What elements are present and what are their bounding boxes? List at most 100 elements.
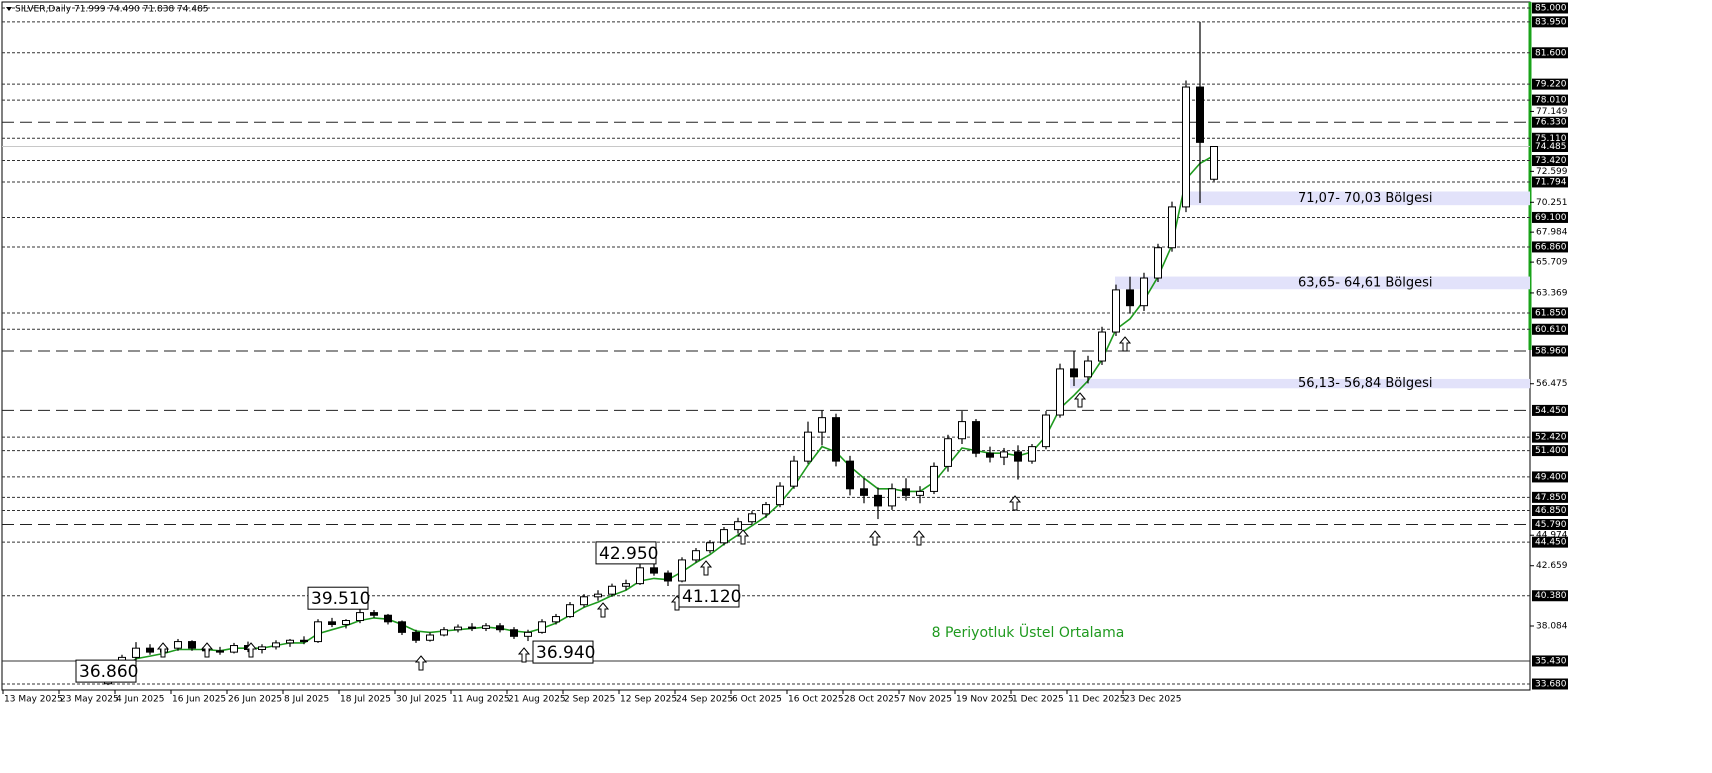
candle-body bbox=[496, 625, 504, 631]
candle-body bbox=[748, 513, 756, 523]
candle-body bbox=[1210, 146, 1218, 180]
candle-body bbox=[958, 421, 966, 440]
zones bbox=[1070, 191, 1530, 389]
candle-body bbox=[1154, 247, 1162, 279]
candle-body bbox=[132, 647, 140, 658]
candle-body bbox=[1014, 451, 1022, 462]
candle-body bbox=[1196, 86, 1204, 143]
level-label-box bbox=[1532, 345, 1568, 357]
candle-body bbox=[874, 494, 882, 507]
annotation-box bbox=[595, 541, 657, 565]
candle-body bbox=[818, 417, 826, 433]
level-label-box bbox=[1532, 655, 1568, 667]
candle-body bbox=[1168, 206, 1176, 249]
candle-body bbox=[762, 504, 770, 515]
candle-body bbox=[1112, 289, 1120, 333]
candle-body bbox=[384, 614, 392, 623]
zone bbox=[1115, 276, 1530, 290]
level-label: 35.430 bbox=[1535, 656, 1567, 666]
candle-body bbox=[580, 596, 588, 606]
y-tick-label: 42.659 bbox=[1536, 561, 1568, 571]
candle-body bbox=[1126, 289, 1134, 307]
candle-body bbox=[510, 629, 518, 637]
candle-body bbox=[1182, 86, 1190, 208]
level-label: 60.610 bbox=[1535, 325, 1567, 335]
level-label-box bbox=[1532, 445, 1568, 457]
level-label-box bbox=[1532, 678, 1568, 690]
zone-label: 56,13- 56,84 Bölgesi bbox=[1298, 376, 1433, 391]
x-tick-label: 30 Jul 2025 bbox=[396, 695, 447, 705]
candle-body bbox=[1056, 368, 1064, 416]
level-label: 74.485 bbox=[1535, 142, 1567, 152]
candle-body bbox=[1028, 446, 1036, 462]
x-tick-label: 21 Aug 2025 bbox=[508, 695, 566, 705]
zone bbox=[1070, 378, 1530, 389]
level-label: 54.450 bbox=[1535, 406, 1567, 416]
candle-body bbox=[482, 625, 490, 629]
level-label-box bbox=[1532, 491, 1568, 503]
candle-body bbox=[1098, 331, 1106, 362]
candle-body bbox=[944, 438, 952, 467]
level-label-box bbox=[1532, 471, 1568, 483]
candle-body bbox=[272, 642, 280, 648]
x-tick-label: 26 Jun 2025 bbox=[228, 695, 282, 705]
level-label: 49.400 bbox=[1535, 472, 1567, 482]
level-label: 66.860 bbox=[1535, 242, 1567, 252]
candle-body bbox=[1084, 360, 1092, 378]
candle-body bbox=[398, 621, 406, 633]
level-label-box bbox=[1532, 141, 1568, 153]
annotation-box bbox=[307, 586, 369, 610]
candle-body bbox=[412, 631, 420, 641]
level-label: 69.100 bbox=[1535, 213, 1567, 223]
candle-body bbox=[300, 639, 308, 643]
candle-body bbox=[258, 646, 266, 650]
level-label: 75.110 bbox=[1535, 134, 1567, 144]
x-tick-label: 28 Oct 2025 bbox=[844, 695, 900, 705]
x-tick-label: 6 Oct 2025 bbox=[732, 695, 782, 705]
ema-label: 8 Periyotluk Üstel Ortalama bbox=[932, 623, 1125, 641]
y-tick-label: 38.084 bbox=[1536, 621, 1568, 631]
candle-body bbox=[916, 490, 924, 496]
annotation-box bbox=[75, 659, 137, 683]
candle-body bbox=[356, 612, 364, 622]
level-label-box bbox=[1532, 94, 1568, 106]
level-label: 78.010 bbox=[1535, 96, 1567, 106]
x-tick-label: 11 Dec 2025 bbox=[1068, 695, 1126, 705]
level-label-box bbox=[1532, 176, 1568, 188]
y-tick-label: 72.599 bbox=[1536, 167, 1568, 177]
candle-body bbox=[692, 550, 700, 561]
level-label: 81.600 bbox=[1535, 48, 1567, 58]
x-tick-label: 23 Dec 2025 bbox=[1124, 695, 1182, 705]
candle-body bbox=[972, 421, 980, 454]
level-label: 61.850 bbox=[1535, 308, 1567, 318]
candles bbox=[104, 21, 1218, 686]
x-tick-label: 11 Aug 2025 bbox=[452, 695, 510, 705]
x-tick-label: 18 Jul 2025 bbox=[340, 695, 391, 705]
level-label: 79.220 bbox=[1535, 80, 1567, 90]
candle-body bbox=[1042, 414, 1050, 448]
level-label: 44.450 bbox=[1535, 538, 1567, 548]
y-tick-label: 77.149 bbox=[1536, 107, 1568, 117]
y-tick-label: 67.984 bbox=[1536, 228, 1568, 238]
level-label-box bbox=[1532, 116, 1568, 128]
x-tick-label: 16 Jun 2025 bbox=[172, 695, 226, 705]
x-tick-label: 2 Sep 2025 bbox=[564, 695, 615, 705]
level-label-box bbox=[1532, 132, 1568, 144]
candle-body bbox=[454, 626, 462, 631]
candle-body bbox=[328, 621, 336, 625]
level-label-box bbox=[1532, 2, 1568, 14]
candle-body bbox=[188, 641, 196, 649]
candle-body bbox=[314, 621, 322, 643]
zone-label: 63,65- 64,61 Bölgesi bbox=[1298, 275, 1433, 290]
y-tick-label: 65.709 bbox=[1536, 258, 1568, 268]
level-label-box bbox=[1532, 590, 1568, 602]
x-tick-label: 4 Jun 2025 bbox=[116, 695, 164, 705]
x-tick-label: 23 May 2025 bbox=[60, 695, 119, 705]
x-tick-label: 19 Nov 2025 bbox=[956, 695, 1014, 705]
candle-body bbox=[230, 645, 238, 653]
chart-title: SILVER,Daily 71.999 74.490 71.838 74.485 bbox=[15, 5, 209, 15]
candle-body bbox=[468, 626, 476, 629]
level-label-box bbox=[1532, 16, 1568, 28]
